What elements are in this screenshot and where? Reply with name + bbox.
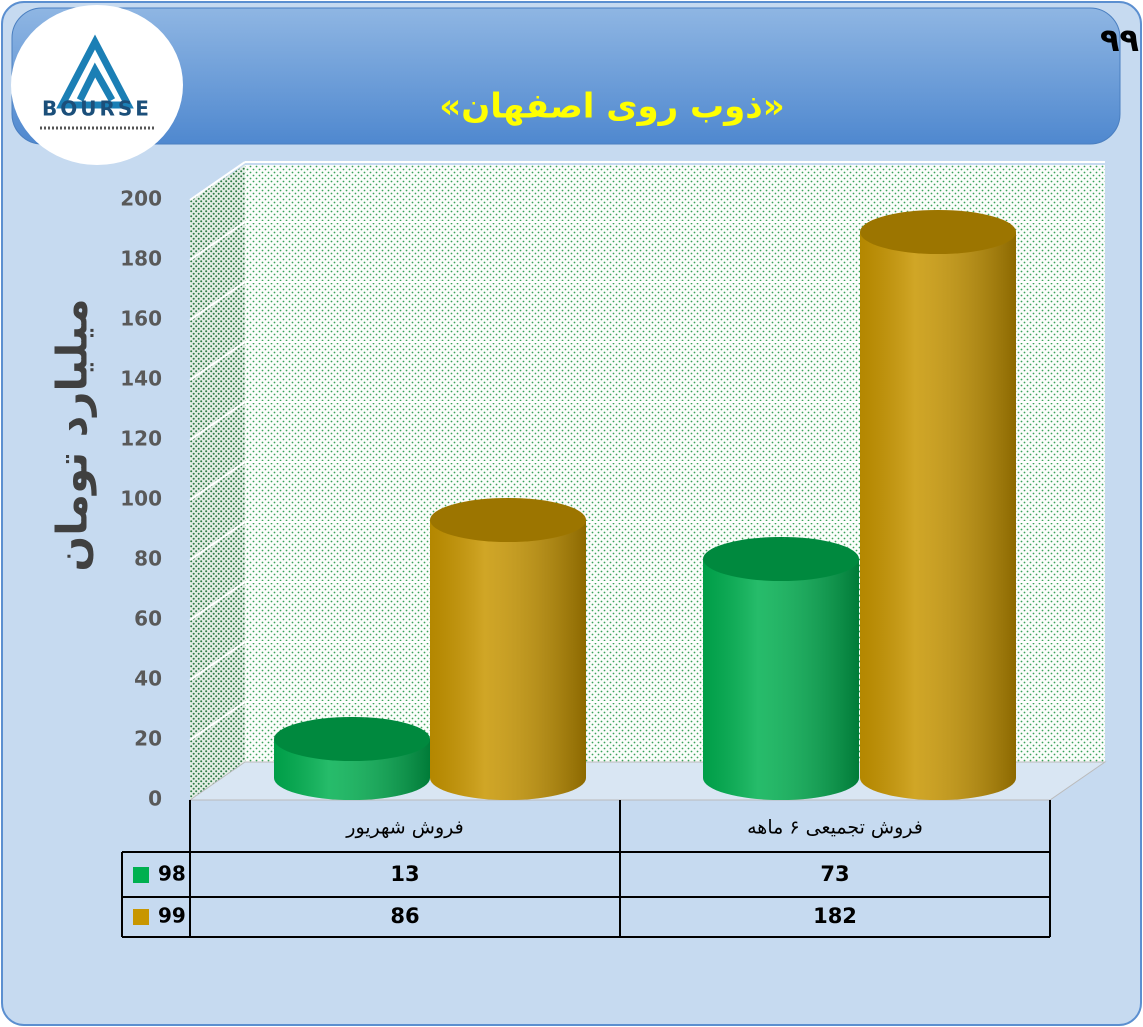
grid-line	[189, 641, 246, 681]
data-label: 13	[390, 862, 419, 886]
chart-subtitle: «ذوب روی اصفهان»	[439, 87, 784, 127]
bar-top	[274, 717, 430, 761]
bar-top	[860, 210, 1016, 254]
logo-circle	[11, 5, 183, 165]
y-tick-label: 60	[134, 607, 162, 631]
grid-line	[189, 341, 246, 381]
bar-top-shade	[703, 537, 859, 581]
y-tick-label: 180	[120, 247, 162, 271]
data-label: 182	[813, 904, 857, 928]
y-tick-label: 0	[148, 787, 162, 811]
grid-line	[189, 281, 246, 321]
legend-swatch	[133, 867, 149, 883]
y-axis-label: میلیارد تومان	[48, 298, 98, 571]
grid-line	[189, 701, 246, 741]
y-tick-label: 80	[134, 547, 162, 571]
bar-shade	[703, 559, 859, 800]
x-tick-label: فروش تجمیعی ۶ ماهه	[747, 817, 923, 839]
y-tick-label: 140	[120, 367, 162, 391]
bar-shade	[430, 520, 586, 800]
y-tick-label: 20	[134, 727, 162, 751]
data-label: 86	[390, 904, 419, 928]
legend-label: 98	[158, 862, 186, 886]
y-tick-label: 160	[120, 307, 162, 331]
grid-line	[189, 521, 246, 561]
bar-shade	[860, 232, 1016, 800]
logo-mark	[56, 34, 134, 109]
legend-label: 99	[158, 904, 186, 928]
data-table	[121, 800, 1051, 938]
grid-line	[189, 161, 246, 201]
logo-text: BOURSE	[42, 97, 152, 121]
grid-line	[189, 461, 246, 501]
data-label: 73	[820, 862, 849, 886]
bar-top-shade	[860, 210, 1016, 254]
chart-title: گزارش فروش ریالی ماهانه و ۶ ماهه منتهی ب…	[1100, 21, 1143, 59]
legend-swatch	[133, 909, 149, 925]
side-wall	[190, 165, 245, 800]
grid-line	[189, 581, 246, 621]
y-tick-label: 40	[134, 667, 162, 691]
x-tick-label: فروش شهریور	[345, 817, 463, 839]
y-tick-label: 120	[120, 427, 162, 451]
bar-top-shade	[274, 717, 430, 761]
bar-top-shade	[430, 498, 586, 542]
grid-line	[189, 221, 246, 261]
bar-top	[430, 498, 586, 542]
y-tick-label: 100	[120, 487, 162, 511]
y-tick-label: 200	[120, 187, 162, 211]
grid-line	[189, 401, 246, 441]
bar-top	[703, 537, 859, 581]
